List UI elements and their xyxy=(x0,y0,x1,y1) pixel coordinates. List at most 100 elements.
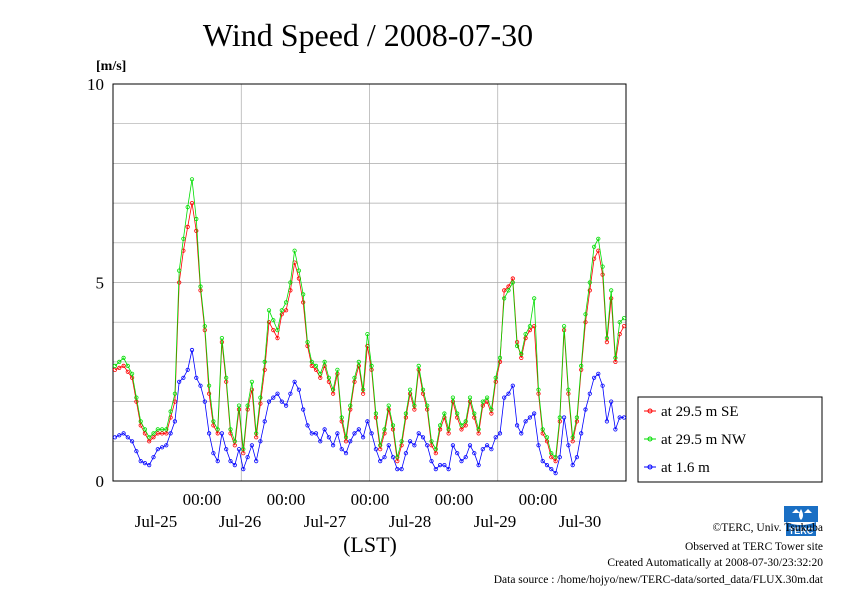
data-point xyxy=(446,431,451,436)
data-point xyxy=(318,375,323,380)
data-point xyxy=(322,359,327,364)
data-point xyxy=(164,427,169,432)
x-date-label: Jul-28 xyxy=(389,512,432,531)
data-point xyxy=(519,431,524,436)
data-point xyxy=(241,447,246,452)
data-point xyxy=(232,443,237,448)
data-point xyxy=(596,371,601,376)
data-point xyxy=(553,458,558,464)
series-3 xyxy=(112,347,627,476)
data-point xyxy=(386,403,391,408)
y-axis-ticks: 0 5 10 xyxy=(87,75,104,491)
data-point xyxy=(326,375,331,380)
data-point xyxy=(202,324,207,329)
data-point xyxy=(493,375,498,380)
data-point xyxy=(489,407,494,412)
data-point xyxy=(147,435,152,440)
data-point xyxy=(587,288,592,293)
data-point xyxy=(348,403,353,408)
data-point xyxy=(262,367,267,372)
data-point xyxy=(450,395,455,400)
x-date-label: Jul-29 xyxy=(474,512,517,531)
data-point xyxy=(437,427,443,432)
data-point xyxy=(288,280,293,285)
data-point xyxy=(420,387,426,392)
data-point xyxy=(604,419,610,424)
legend-label: at 29.5 m NW xyxy=(661,432,747,448)
data-point xyxy=(472,411,477,416)
data-point xyxy=(348,439,353,444)
data-point xyxy=(185,367,190,372)
data-point xyxy=(544,462,550,468)
data-point xyxy=(369,431,374,436)
data-point xyxy=(510,280,515,285)
data-point xyxy=(506,391,511,396)
data-point xyxy=(433,466,438,472)
data-point xyxy=(219,431,224,436)
data-point xyxy=(497,431,503,436)
data-point xyxy=(574,415,580,420)
data-point xyxy=(549,451,554,456)
data-point xyxy=(544,439,550,444)
data-point xyxy=(343,451,349,456)
y-tick-label: 0 xyxy=(96,472,105,491)
data-point xyxy=(318,439,323,444)
data-point xyxy=(613,359,618,364)
data-point xyxy=(373,411,378,416)
data-point xyxy=(160,431,165,436)
series-group xyxy=(112,177,627,476)
data-point xyxy=(523,335,528,341)
data-point xyxy=(561,324,567,329)
data-point xyxy=(604,339,610,345)
data-point xyxy=(378,443,383,448)
data-point xyxy=(455,451,460,456)
data-point xyxy=(519,351,524,357)
data-point xyxy=(553,455,558,460)
data-point xyxy=(112,363,118,368)
data-point xyxy=(207,383,212,388)
data-point xyxy=(181,236,186,241)
x-time-tick-label: 00:00 xyxy=(435,490,474,509)
data-point xyxy=(198,383,203,388)
data-point xyxy=(463,423,468,428)
data-point xyxy=(596,236,601,241)
data-point xyxy=(356,359,361,364)
data-point xyxy=(168,431,173,436)
data-point xyxy=(433,451,438,456)
observed-site: Observed at TERC Tower site xyxy=(685,541,823,553)
data-point xyxy=(254,431,259,436)
data-point xyxy=(142,431,147,436)
data-point xyxy=(343,439,349,444)
data-point xyxy=(390,423,396,428)
data-point xyxy=(177,268,182,273)
data-point xyxy=(258,439,263,444)
data-point xyxy=(356,427,361,432)
data-point xyxy=(202,399,207,404)
data-point xyxy=(134,395,139,400)
data-point xyxy=(236,403,242,408)
data-point xyxy=(185,224,190,229)
data-point xyxy=(185,205,190,210)
data-point xyxy=(164,443,169,448)
data-point xyxy=(130,439,135,444)
data-point xyxy=(254,435,259,440)
data-point xyxy=(189,177,195,182)
data-point xyxy=(301,407,306,412)
data-point xyxy=(502,288,507,293)
data-point xyxy=(429,439,434,444)
data-point xyxy=(330,391,336,396)
data-point xyxy=(301,300,306,305)
data-point xyxy=(395,455,400,460)
data-point xyxy=(207,431,212,436)
data-point xyxy=(579,431,584,436)
data-point xyxy=(130,375,135,380)
data-point xyxy=(442,462,447,468)
data-point xyxy=(514,343,520,349)
data-point xyxy=(566,443,571,448)
data-point xyxy=(416,363,421,368)
data-point xyxy=(600,264,605,269)
data-point xyxy=(412,403,417,408)
data-point xyxy=(617,415,622,420)
created-timestamp: Created Automatically at 2008-07-30/23:3… xyxy=(607,557,823,569)
legend-entry: at 29.5 m NW xyxy=(644,432,747,448)
